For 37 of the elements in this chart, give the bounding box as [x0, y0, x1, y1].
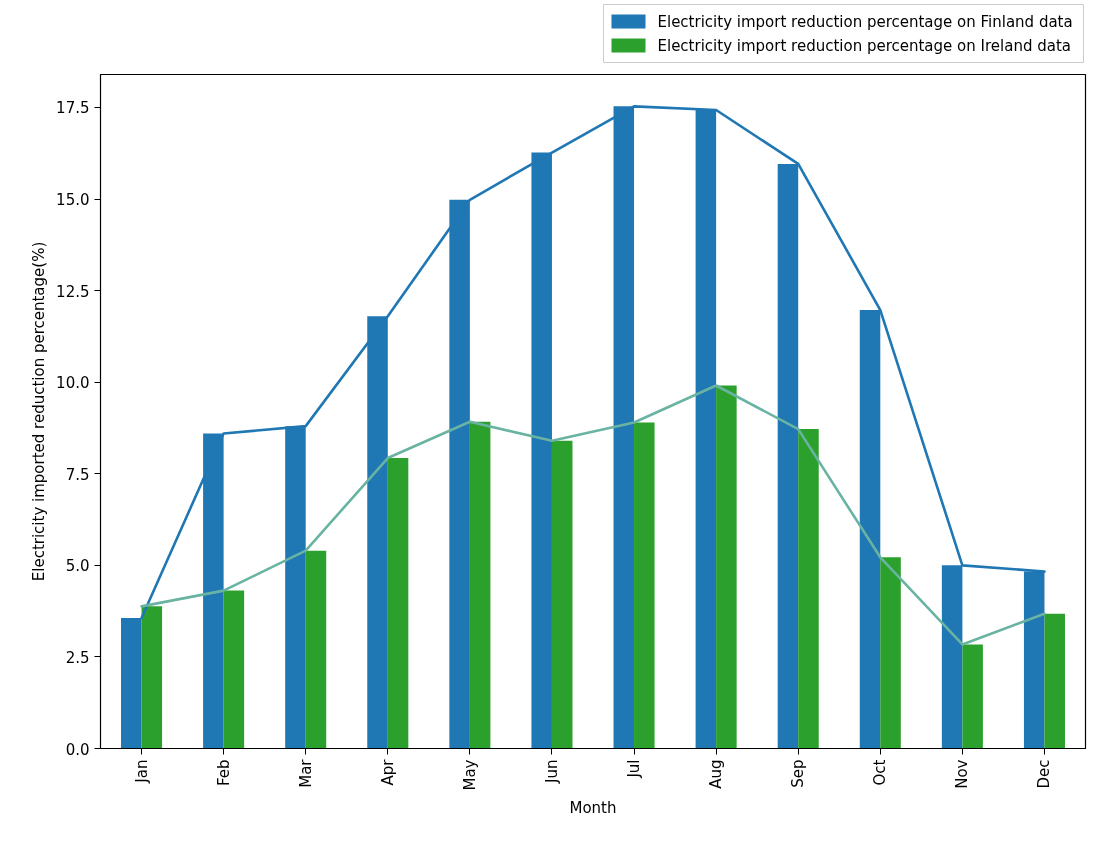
- bar: [387, 458, 409, 749]
- y-tick-label: 7.5: [65, 465, 90, 484]
- x-axis-title: Month: [569, 798, 617, 817]
- y-tick-label: 2.5: [65, 648, 90, 667]
- x-tick-label: Apr: [378, 758, 397, 786]
- x-tick-label: Sep: [789, 759, 808, 788]
- y-tick-label: 0.0: [65, 740, 90, 759]
- y-tick-label: 12.5: [56, 282, 90, 301]
- x-tick-label: Dec: [1035, 759, 1054, 789]
- x-tick-label: Jun: [542, 759, 561, 784]
- bar: [962, 644, 983, 749]
- y-tick-label: 17.5: [56, 99, 90, 118]
- x-tick-label: Oct: [871, 759, 890, 786]
- x-tick-label: Feb: [214, 759, 233, 787]
- bar: [469, 421, 491, 749]
- y-axis-title: Electricity imported reduction percentage(%): [30, 241, 49, 582]
- x-tick-label: Nov: [953, 759, 972, 789]
- y-tick-label: 10.0: [56, 374, 90, 393]
- bar: [716, 385, 737, 749]
- legend-label: Electricity import reduction percentage on Finland data: [657, 12, 1073, 31]
- bar: [880, 557, 901, 749]
- x-tick-label: Jul: [625, 759, 644, 779]
- y-tick-label: 5.0: [65, 557, 90, 576]
- x-tick-label: May: [460, 759, 479, 791]
- x-tick-label: Jan: [132, 759, 151, 784]
- x-tick-label: Mar: [296, 758, 315, 788]
- x-tick-label: Aug: [707, 759, 726, 789]
- y-tick-label: 15.0: [56, 191, 90, 210]
- bar: [1044, 613, 1065, 749]
- legend-label: Electricity import reduction percentage on Ireland data: [657, 36, 1071, 55]
- bar: [305, 550, 327, 749]
- bar: [223, 590, 245, 749]
- bar: [798, 429, 819, 749]
- bar: [141, 606, 163, 749]
- bar: [634, 422, 655, 749]
- line-series: [140, 384, 1046, 646]
- bar: [551, 440, 573, 749]
